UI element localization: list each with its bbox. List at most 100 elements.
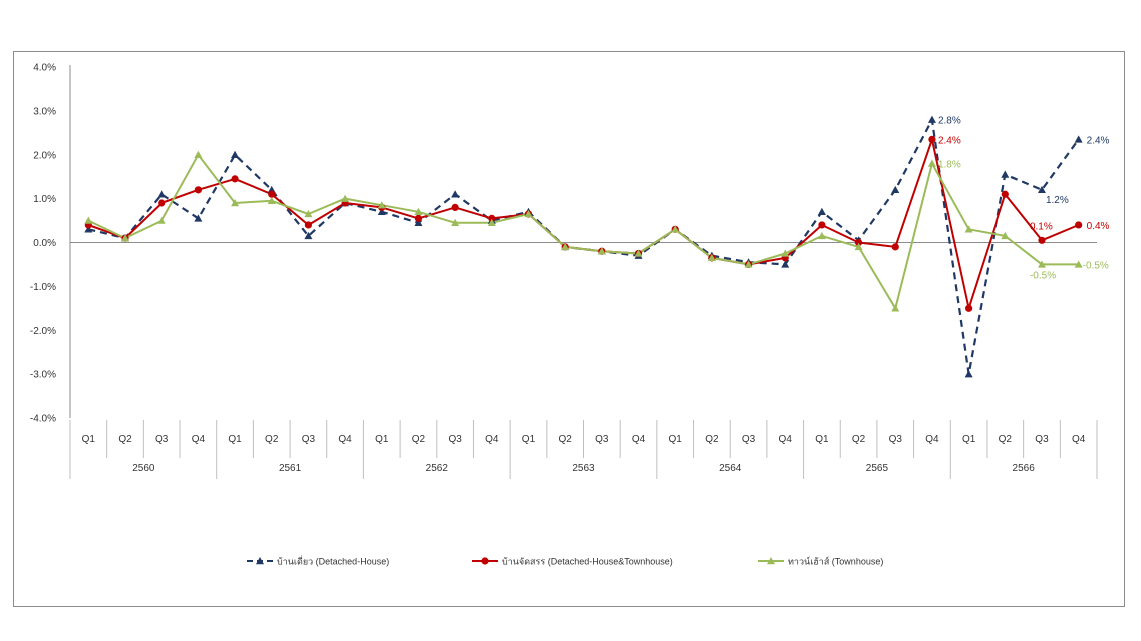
data-point-s0 [817,207,826,215]
data-label: -0.5% [1083,260,1109,271]
data-point-s2 [487,218,496,226]
data-point-s0 [1001,170,1010,178]
quarter-tick-label: Q1 [82,434,96,445]
data-point-s0 [1037,185,1046,194]
data-label: 2.4% [1087,135,1110,146]
legend-marker-1 [481,557,489,565]
quarter-tick-label: Q4 [192,434,206,445]
y-tick-label: -4.0% [30,414,56,425]
y-tick-label: -1.0% [30,282,56,293]
quarter-tick-label: Q2 [558,434,572,445]
data-point-s2 [414,207,423,215]
y-tick-label: -3.0% [30,370,56,381]
data-point-s0 [414,218,423,226]
data-point-s2 [1037,260,1046,268]
year-tick-label: 2565 [866,463,889,474]
data-label: 2.8% [938,116,961,127]
data-point-s0 [157,190,166,198]
data-label: 0.4% [1087,221,1110,232]
legend-label-1: บ้านจัดสรร (Detached-House&Townhouse) [502,557,673,567]
data-point-s1 [928,135,936,143]
quarter-tick-label: Q3 [302,434,316,445]
quarter-tick-label: Q2 [999,434,1013,445]
data-point-s2 [1001,231,1010,240]
data-point-s0 [781,260,790,268]
year-tick-label: 2564 [719,463,742,474]
quarter-tick-label: Q2 [118,434,132,445]
quarter-tick-label: Q2 [705,434,719,445]
data-point-s2 [744,260,753,268]
data-point-s1 [818,221,826,229]
data-point-s2 [927,159,936,167]
data-point-s1 [965,304,973,312]
data-point-s0 [451,190,460,198]
year-tick-label: 2561 [279,463,302,474]
data-label: 0.1% [1030,221,1053,232]
data-point-s2 [561,242,570,251]
data-point-s1 [1001,190,1009,198]
data-point-s2 [707,253,716,262]
data-label: 1.2% [1046,195,1069,206]
x-axis-categories: Q1 Q2 Q3 Q4 2560 Q1 Q2 Q3 Q4 2561 Q1 Q2 Q3 Q4 2562 Q1 Q2… [69,420,1098,479]
data-point-s2 [854,242,863,251]
data-point-s2 [377,201,386,209]
quarter-tick-label: Q3 [155,434,169,445]
quarter-tick-label: Q4 [925,434,939,445]
quarter-tick-label: Q1 [522,434,536,445]
year-tick-label: 2560 [132,463,155,474]
y-tick-label: 4.0% [33,63,56,74]
data-point-s2 [891,304,900,312]
series-line-2 [87,153,1079,310]
data-point-s0 [964,370,973,378]
data-point-s0 [231,150,240,158]
y-tick-label: 3.0% [33,106,56,117]
data-point-s1 [194,186,202,194]
quarter-tick-label: Q3 [1035,434,1049,445]
quarter-tick-label: Q3 [742,434,756,445]
legend: บ้านเดี่ยว (Detached-House) บ้านจัดสรร (D… [247,555,883,567]
y-tick-label: 2.0% [33,150,56,161]
quarter-tick-label: Q4 [338,434,352,445]
data-point-s1 [158,199,166,207]
quarter-tick-label: Q4 [779,434,793,445]
data-point-s2 [121,234,130,242]
series-markers [84,115,1083,378]
data-label: 2.4% [938,135,961,146]
quarter-tick-label: Q3 [595,434,609,445]
data-point-s0 [194,214,203,222]
data-point-s0 [377,207,386,215]
data-point-s1 [268,190,276,198]
y-tick-label: 1.0% [33,194,56,205]
y-tick-label: -2.0% [30,326,56,337]
data-point-s2 [597,247,606,255]
data-point-s0 [1074,135,1083,143]
legend-label-2: ทาวน์เฮ้าส์ (Townhouse) [788,556,883,567]
data-point-s1 [304,221,313,229]
data-point-s1 [414,214,423,222]
quarter-tick-label: Q4 [485,434,499,445]
legend-marker-2 [767,557,775,565]
year-tick-label: 2566 [1013,463,1036,474]
quarter-tick-label: Q3 [889,434,903,445]
data-point-s2 [194,150,203,158]
legend-label-0: บ้านเดี่ยว (Detached-House) [277,555,389,567]
quarter-tick-label: Q2 [852,434,866,445]
data-point-s2 [671,225,680,233]
data-point-s2 [267,196,276,205]
data-point-s0 [304,231,313,240]
data-point-s0 [891,185,900,194]
data-point-s1 [854,238,863,247]
data-point-s1 [451,203,459,211]
quarter-tick-label: Q1 [669,434,683,445]
year-tick-label: 2562 [426,463,449,474]
data-point-s2 [341,194,350,202]
quarter-tick-label: Q1 [375,434,389,445]
data-point-s2 [964,225,973,233]
year-tick-label: 2563 [572,463,595,474]
data-point-s1 [891,243,899,251]
data-point-s0 [927,115,936,123]
axes [69,65,1097,418]
data-point-s2 [634,249,643,257]
data-point-s2 [1074,260,1083,268]
